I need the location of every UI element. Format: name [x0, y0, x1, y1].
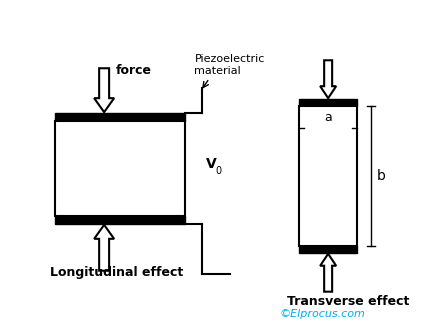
Text: a: a	[324, 111, 332, 124]
Text: b: b	[377, 169, 386, 183]
Bar	[55, 216, 185, 224]
Text: force: force	[116, 64, 152, 77]
Text: ©Elprocus.com: ©Elprocus.com	[279, 308, 365, 319]
Bar	[55, 113, 185, 121]
Text: 0: 0	[215, 166, 222, 176]
Text: Longitudinal effect: Longitudinal effect	[50, 266, 183, 279]
Bar	[299, 246, 357, 253]
Text: Piezoelectric
material: Piezoelectric material	[194, 54, 265, 76]
Text: V: V	[206, 157, 216, 170]
Bar	[299, 99, 357, 106]
Bar	[55, 121, 185, 216]
Bar	[299, 106, 357, 246]
Text: Transverse effect: Transverse effect	[287, 295, 410, 307]
